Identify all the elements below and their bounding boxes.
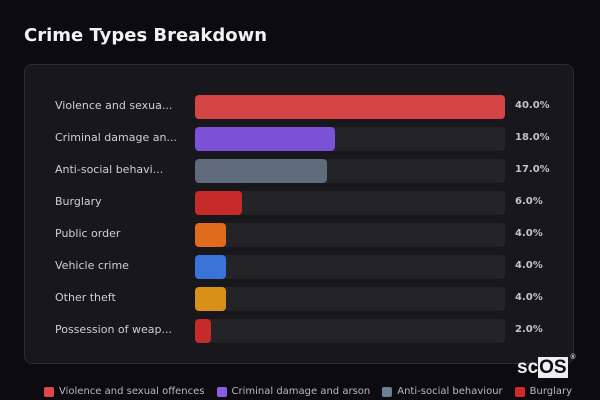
legend-label: Violence and sexual offences — [59, 386, 205, 397]
bar-label: Anti-social behavi... — [55, 163, 164, 176]
bar-label: Criminal damage an... — [55, 131, 177, 144]
bar-fill[interactable] — [195, 127, 335, 151]
bar-value: 4.0% — [515, 292, 543, 303]
bar-row: Possession of weap... 2.0% — [25, 319, 575, 343]
bar-label: Other theft — [55, 291, 116, 304]
chart-card: Violence and sexua... 40.0% Criminal damag… — [24, 64, 574, 364]
bar-row: Criminal damage an... 18.0% — [25, 127, 575, 151]
bar-fill[interactable] — [195, 255, 226, 279]
legend-label: Criminal damage and arson — [231, 386, 371, 397]
bar-row: Vehicle crime 4.0% — [25, 255, 575, 279]
logo-prefix: sc — [517, 357, 539, 378]
bar-fill[interactable] — [195, 223, 226, 247]
bar-label: Public order — [55, 227, 121, 240]
bar-row: Anti-social behavi... 17.0% — [25, 159, 575, 183]
bar-track — [195, 95, 505, 119]
bar-value: 40.0% — [515, 100, 550, 111]
bar-track — [195, 127, 505, 151]
bar-value: 18.0% — [515, 132, 550, 143]
legend-item[interactable]: Anti-social behaviour — [382, 386, 503, 397]
bar-track — [195, 287, 505, 311]
bar-row: Other theft 4.0% — [25, 287, 575, 311]
legend-swatch-icon — [382, 386, 393, 397]
bar-track — [195, 255, 505, 279]
bar-track — [195, 319, 505, 343]
legend-label: Anti-social behaviour — [397, 386, 503, 397]
bar-row: Burglary 6.0% — [25, 191, 575, 215]
bar-value: 2.0% — [515, 324, 543, 335]
legend-item[interactable]: Violence and sexual offences — [44, 386, 205, 397]
bar-fill[interactable] — [195, 191, 242, 215]
chart-legend: Violence and sexual offences Criminal dam… — [44, 386, 572, 397]
bar-label: Possession of weap... — [55, 323, 172, 336]
bar-track — [195, 191, 505, 215]
bar-track — [195, 159, 505, 183]
bar-row: Violence and sexua... 40.0% — [25, 95, 575, 119]
registered-mark: ® — [570, 354, 576, 361]
bar-label: Violence and sexua... — [55, 99, 173, 112]
scos-logo: scOS ® — [517, 354, 576, 379]
bar-value: 4.0% — [515, 228, 543, 239]
legend-item[interactable]: Criminal damage and arson — [216, 386, 371, 397]
logo-boxed: OS — [538, 357, 568, 378]
legend-swatch-icon — [216, 386, 227, 397]
bar-value: 6.0% — [515, 196, 543, 207]
bar-fill[interactable] — [195, 287, 226, 311]
legend-label: Burglary — [529, 386, 573, 397]
legend-swatch-icon — [44, 386, 54, 397]
bar-label: Vehicle crime — [55, 259, 129, 272]
bar-row: Public order 4.0% — [25, 223, 575, 247]
bar-value: 4.0% — [515, 260, 543, 271]
bar-value: 17.0% — [515, 164, 550, 175]
legend-item[interactable]: Burglary — [514, 386, 573, 397]
bar-track — [195, 223, 505, 247]
bar-fill[interactable] — [195, 159, 327, 183]
legend-swatch-icon — [514, 386, 525, 397]
bar-fill[interactable] — [195, 319, 211, 343]
bar-label: Burglary — [55, 195, 102, 208]
bar-fill[interactable] — [195, 95, 505, 119]
page-title: Crime Types Breakdown — [24, 25, 268, 46]
